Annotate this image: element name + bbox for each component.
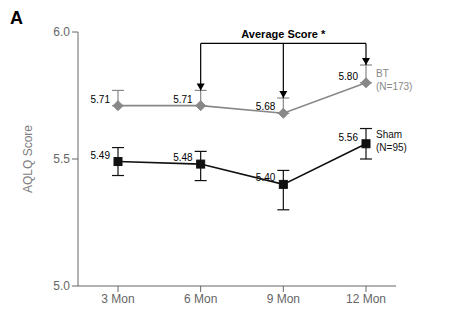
- svg-text:Average Score *: Average Score *: [241, 28, 326, 40]
- svg-text:6 Mon: 6 Mon: [184, 292, 217, 306]
- svg-text:5.49: 5.49: [91, 150, 111, 161]
- svg-text:5.56: 5.56: [339, 132, 359, 143]
- svg-text:Sham(N=95): Sham(N=95): [376, 129, 407, 153]
- svg-text:5.0: 5.0: [53, 279, 70, 293]
- svg-text:12 Mon: 12 Mon: [346, 292, 386, 306]
- svg-text:AQLQ Score: AQLQ Score: [21, 125, 35, 193]
- svg-text:9 Mon: 9 Mon: [267, 292, 300, 306]
- svg-text:5.71: 5.71: [173, 94, 193, 105]
- svg-text:BT(N=173): BT(N=173): [376, 68, 412, 92]
- svg-text:5.80: 5.80: [339, 71, 359, 82]
- svg-text:5.5: 5.5: [53, 152, 70, 166]
- svg-text:5.48: 5.48: [173, 152, 193, 163]
- svg-text:5.40: 5.40: [256, 172, 276, 183]
- svg-text:5.68: 5.68: [256, 101, 276, 112]
- html-text:A: A: [10, 8, 23, 28]
- svg-text:6.0: 6.0: [53, 25, 70, 39]
- svg-text:3 Mon: 3 Mon: [101, 292, 134, 306]
- svg-text:5.71: 5.71: [91, 94, 111, 105]
